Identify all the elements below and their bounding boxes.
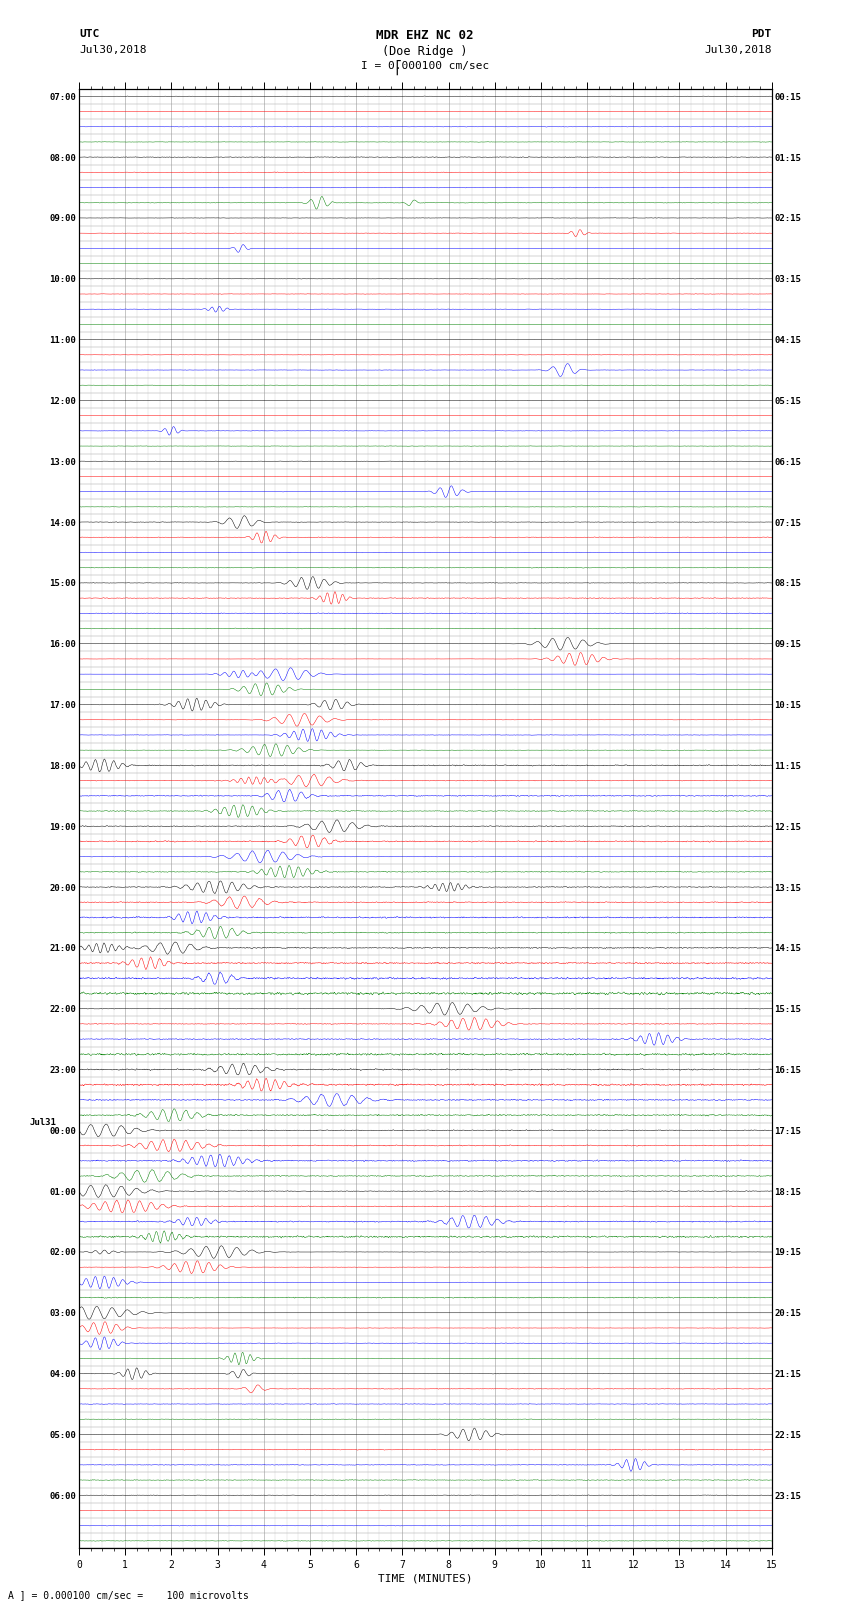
Text: I = 0.000100 cm/sec: I = 0.000100 cm/sec xyxy=(361,61,489,71)
Text: (Doe Ridge ): (Doe Ridge ) xyxy=(382,45,468,58)
Text: Jul30,2018: Jul30,2018 xyxy=(79,45,146,55)
Text: UTC: UTC xyxy=(79,29,99,39)
X-axis label: TIME (MINUTES): TIME (MINUTES) xyxy=(378,1573,473,1582)
Text: A ] = 0.000100 cm/sec =    100 microvolts: A ] = 0.000100 cm/sec = 100 microvolts xyxy=(8,1590,249,1600)
Text: Jul30,2018: Jul30,2018 xyxy=(705,45,772,55)
Text: MDR EHZ NC 02: MDR EHZ NC 02 xyxy=(377,29,473,42)
Text: Jul31: Jul31 xyxy=(29,1118,56,1127)
Text: ⎡: ⎡ xyxy=(394,60,401,74)
Text: PDT: PDT xyxy=(751,29,772,39)
